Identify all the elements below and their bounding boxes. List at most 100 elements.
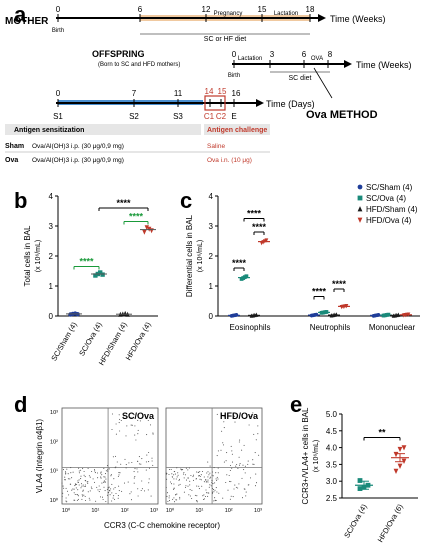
- flow-event-dot: [134, 434, 136, 436]
- flow-event-dot: [83, 494, 85, 496]
- flow-event-dot: [171, 476, 174, 478]
- flow-event-dot: [82, 468, 84, 470]
- chart-c-point: [234, 313, 239, 317]
- flow-event-dot: [167, 500, 169, 502]
- ova-tick-16: 16: [232, 89, 241, 98]
- chart-c-legend-label: SC/Ova (4): [366, 194, 406, 203]
- flow-event-dot: [131, 424, 133, 426]
- flow-event-dot: [83, 470, 85, 473]
- flow-event-dot: [211, 479, 213, 481]
- flow-event-dot: [168, 495, 170, 497]
- flow-event-dot: [239, 439, 241, 441]
- flow-event-dot: [201, 485, 203, 487]
- flow-event-dot: [175, 494, 177, 496]
- flow-event-dot: [107, 470, 109, 472]
- flow-event-dot: [258, 454, 260, 456]
- flow-event-dot: [136, 468, 138, 470]
- mother-lactation: Lactation: [274, 11, 298, 17]
- flow-event-dot: [191, 497, 193, 500]
- chart-e-y-tick-label: 2.5: [326, 494, 338, 503]
- flow-ylabel: VLA4 (Integrin α4β1): [35, 419, 44, 493]
- flow-event-dot: [245, 495, 247, 497]
- offspring-unit: Time (Weeks): [356, 60, 412, 70]
- chart-e-point: [393, 468, 399, 475]
- flow-event-dot: [148, 461, 150, 463]
- sham-row-group: Sham: [5, 143, 24, 150]
- ova-row-chal: Ova i.n. (10 μg): [207, 157, 252, 164]
- flow-event-dot: [183, 491, 185, 493]
- chart-b-y-tick-label: 2: [49, 252, 54, 261]
- flow-event-dot: [101, 482, 103, 484]
- ova-axis-arrow: [256, 99, 264, 107]
- sensitization-header: Antigen sensitization: [14, 127, 84, 134]
- chart-c-legend-label: HFD/Ova (4): [366, 216, 412, 225]
- flow-event-dot: [65, 500, 67, 502]
- flow-event-dot: [87, 467, 89, 470]
- stage-c2: C2: [216, 112, 227, 121]
- flow-event-dot: [151, 460, 153, 462]
- flow-event-dot: [178, 478, 181, 480]
- flow-event-dot: [217, 472, 219, 474]
- flow-event-dot: [117, 497, 119, 499]
- flow-event-dot: [235, 413, 237, 415]
- flow-event-dot: [134, 425, 136, 427]
- flow-event-dot: [233, 488, 235, 490]
- flow-event-dot: [83, 485, 85, 488]
- chart-b-category-label: HFD/Ova (4): [124, 320, 153, 362]
- flow-event-dot: [241, 449, 243, 451]
- flow-event-dot: [84, 495, 86, 498]
- flow-event-dot: [89, 499, 91, 501]
- flow-event-dot: [211, 492, 214, 494]
- flow-event-dot: [113, 488, 115, 490]
- flow-event-dot: [225, 481, 227, 484]
- flow-event-dot: [249, 415, 252, 417]
- flow-event-dot: [213, 467, 215, 469]
- flow-event-dot: [137, 419, 139, 421]
- flow-event-dot: [183, 471, 185, 474]
- flow-event-dot: [74, 483, 76, 485]
- chart-b-sig-label: ****: [116, 198, 131, 208]
- flow-plot-title: HFD/Ova: [220, 411, 259, 421]
- flow-event-dot: [177, 472, 179, 474]
- offspring-ova-pointer: [313, 67, 333, 99]
- flow-event-dot: [192, 474, 195, 476]
- flow-event-dot: [61, 482, 63, 484]
- flow-event-dot: [195, 500, 198, 502]
- chart-c-y-tick-label: 4: [209, 192, 214, 201]
- flow-event-dot: [118, 485, 120, 487]
- flow-event-dot: [100, 471, 102, 473]
- flow-event-dot: [96, 472, 99, 474]
- flow-event-dot: [75, 487, 77, 489]
- flow-event-dot: [206, 472, 208, 474]
- flow-event-dot: [196, 495, 198, 497]
- flow-event-dot: [255, 439, 257, 441]
- flow-event-dot: [189, 480, 191, 482]
- flow-event-dot: [253, 433, 255, 435]
- ova-tick-15: 15: [218, 87, 227, 96]
- mother-unit: Time (Weeks): [330, 14, 386, 24]
- challenge-header-bg: [204, 124, 270, 135]
- flow-event-dot: [105, 470, 107, 472]
- flow-event-dot: [77, 480, 79, 482]
- chart-b-y-tick-label: 3: [49, 222, 54, 231]
- offspring-label: OFFSPRING: [92, 49, 145, 59]
- flow-event-dot: [124, 458, 126, 460]
- flow-event-dot: [120, 419, 122, 422]
- chart-e-point: [397, 446, 403, 453]
- flow-event-dot: [78, 467, 80, 469]
- flow-event-dot: [92, 478, 94, 480]
- flow-event-dot: [115, 466, 117, 468]
- flow-event-dot: [238, 483, 240, 485]
- chart-e-point: [357, 478, 363, 483]
- flow-event-dot: [173, 478, 175, 480]
- chart-c-ylabel: Differential cells in BAL: [185, 214, 194, 297]
- flow-event-dot: [112, 456, 114, 458]
- flow-event-dot: [247, 463, 249, 465]
- chart-c-point: [344, 304, 349, 309]
- flow-event-dot: [226, 452, 228, 454]
- flow-event-dot: [233, 415, 236, 417]
- flow-event-dot: [107, 487, 109, 489]
- flow-event-dot: [145, 461, 147, 463]
- flow-event-dot: [168, 468, 171, 471]
- flow-event-dot: [191, 489, 193, 491]
